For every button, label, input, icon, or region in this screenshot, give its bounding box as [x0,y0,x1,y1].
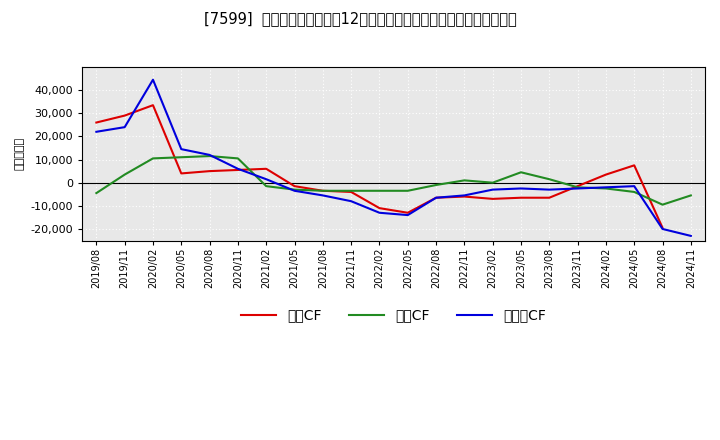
Text: [7599]  キャッシュフローの12か月移動合計の対前年同期増減額の推移: [7599] キャッシュフローの12か月移動合計の対前年同期増減額の推移 [204,11,516,26]
Legend: 営業CF, 投資CF, フリーCF: 営業CF, 投資CF, フリーCF [235,303,552,328]
Y-axis label: （百万円）: （百万円） [15,137,25,170]
